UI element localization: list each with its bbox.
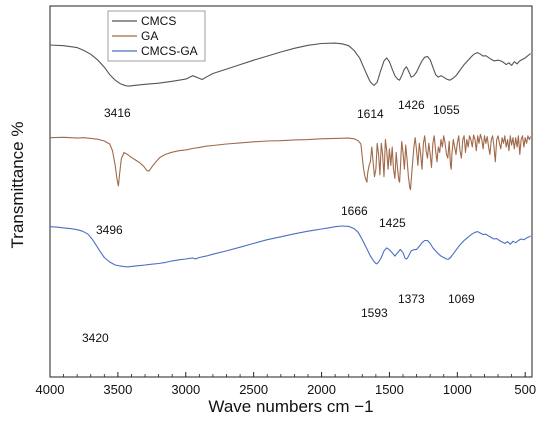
- peak-label-3496: 3496: [96, 223, 123, 237]
- x-tick-label: 4000: [36, 382, 65, 397]
- peak-label-3416: 3416: [104, 106, 131, 120]
- peak-label-1666: 1666: [341, 204, 368, 218]
- peak-label-1069: 1069: [448, 292, 475, 306]
- legend-label: CMCS: [141, 14, 176, 28]
- peak-label-1055: 1055: [433, 103, 460, 117]
- peak-annotations: 3416 1614 1426 1055 3496 1666 1425 3420 1593 1373…: [82, 98, 475, 345]
- x-tick-label: 1000: [443, 382, 472, 397]
- x-tick-label: 2000: [307, 382, 336, 397]
- peak-label-1593: 1593: [361, 306, 388, 320]
- series-line-cmcs: [49, 42, 531, 87]
- x-tick-label: 3500: [103, 382, 132, 397]
- peak-label-1614: 1614: [357, 107, 384, 121]
- y-axis-title: Transmittance %: [8, 122, 27, 249]
- peak-label-1426: 1426: [398, 98, 425, 112]
- series-line-cmcs-ga: [49, 225, 531, 268]
- series-line-ga: [49, 133, 532, 191]
- x-axis-title: Wave numbers cm −1: [208, 397, 373, 416]
- peak-label-1425: 1425: [379, 216, 406, 230]
- series-lines: [49, 42, 532, 268]
- peak-label-3420: 3420: [82, 331, 109, 345]
- x-tick-label: 500: [514, 382, 536, 397]
- legend-label: CMCS-GA: [141, 44, 198, 58]
- x-tick-label: 3000: [171, 382, 200, 397]
- plot-frame: [49, 5, 533, 378]
- x-tick-label: 2500: [239, 382, 268, 397]
- peak-label-1373: 1373: [398, 292, 425, 306]
- x-axis: 4000 3500 3000 2500 2000 1500 1000 500: [36, 372, 536, 397]
- legend-label: GA: [141, 29, 158, 43]
- x-tick-label: 1500: [375, 382, 404, 397]
